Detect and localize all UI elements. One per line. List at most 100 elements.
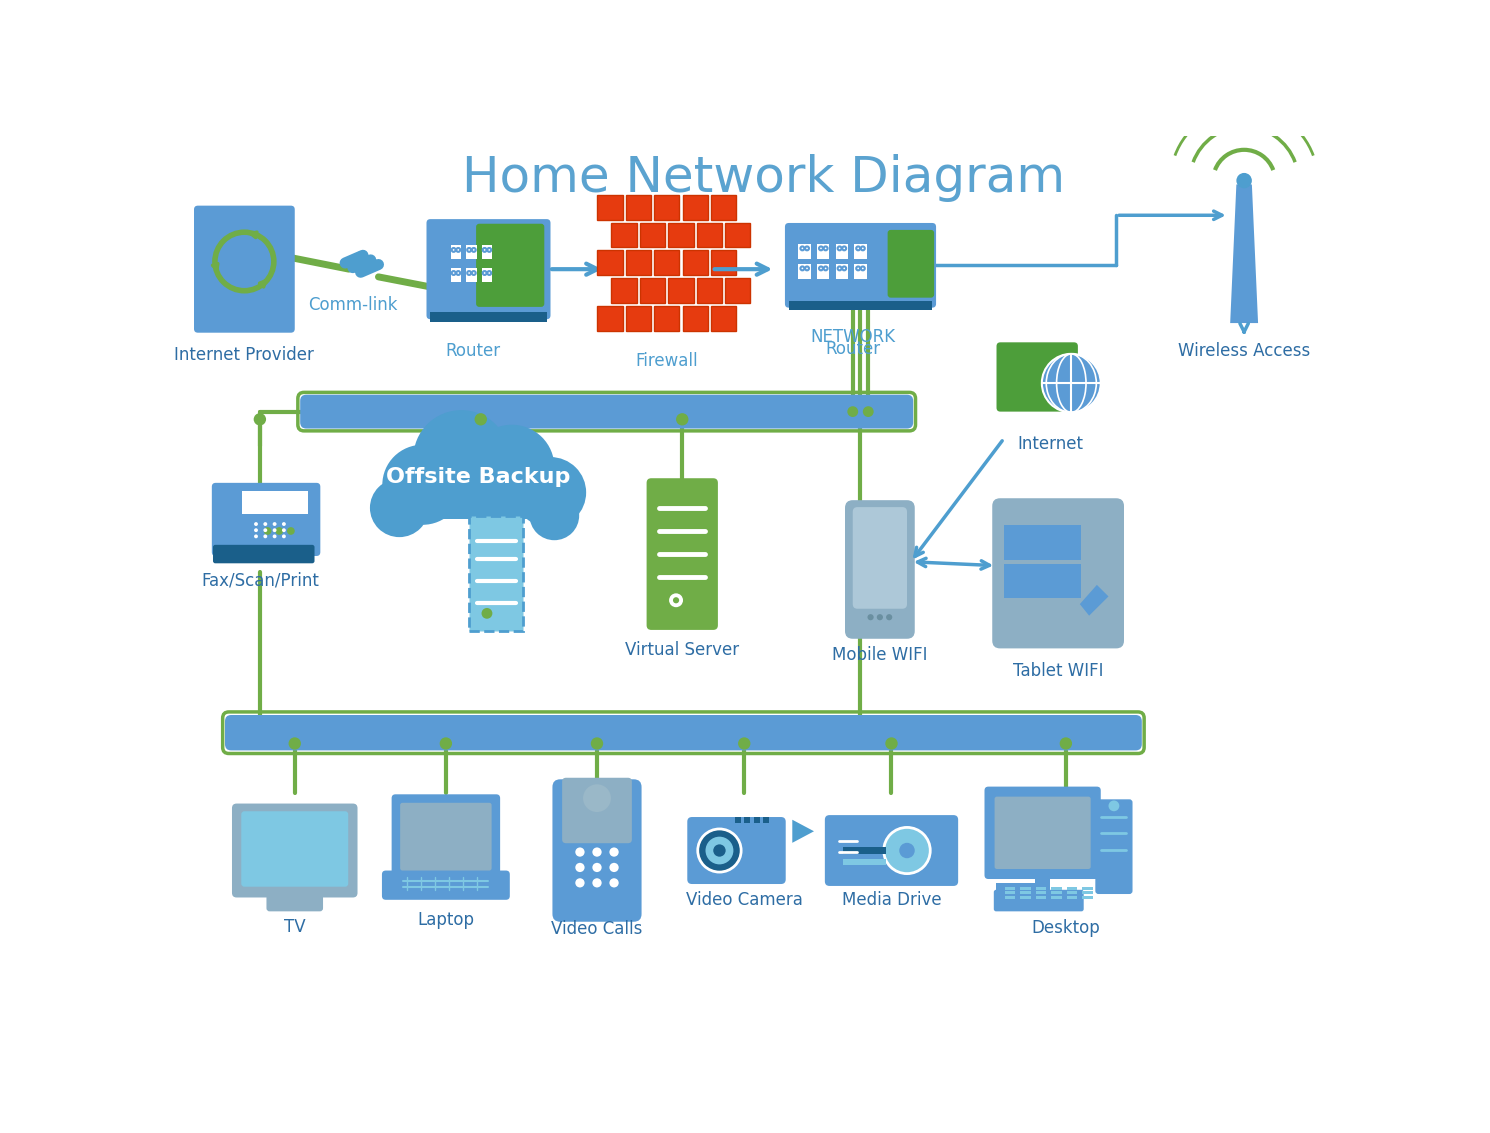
Bar — [854, 264, 867, 279]
Bar — [817, 244, 830, 259]
FancyBboxPatch shape — [647, 478, 718, 630]
Circle shape — [370, 478, 429, 537]
Bar — [817, 264, 830, 279]
Circle shape — [282, 522, 286, 526]
Bar — [1036, 892, 1046, 894]
Text: Firewall: Firewall — [635, 351, 697, 369]
FancyBboxPatch shape — [381, 870, 510, 900]
Bar — [735, 817, 741, 823]
FancyBboxPatch shape — [985, 786, 1101, 879]
Circle shape — [714, 844, 726, 857]
Polygon shape — [1231, 185, 1258, 323]
FancyBboxPatch shape — [426, 219, 550, 320]
Circle shape — [273, 528, 277, 533]
Circle shape — [264, 527, 271, 535]
Bar — [744, 817, 751, 823]
Polygon shape — [793, 819, 814, 843]
Bar — [1050, 887, 1062, 889]
Circle shape — [1109, 801, 1119, 811]
Circle shape — [255, 522, 258, 526]
Circle shape — [867, 614, 873, 620]
Circle shape — [848, 407, 858, 417]
Circle shape — [575, 847, 584, 857]
FancyBboxPatch shape — [212, 483, 320, 556]
Bar — [1036, 887, 1046, 889]
Bar — [1004, 564, 1043, 598]
Circle shape — [1237, 173, 1252, 188]
Bar — [836, 244, 848, 259]
Circle shape — [1059, 738, 1073, 750]
Circle shape — [583, 784, 611, 812]
FancyBboxPatch shape — [562, 777, 632, 843]
Circle shape — [383, 445, 463, 525]
Text: Home Network Diagram: Home Network Diagram — [462, 154, 1065, 202]
FancyBboxPatch shape — [711, 195, 736, 220]
Circle shape — [516, 457, 586, 528]
Text: Fax/Scan/Print: Fax/Scan/Print — [201, 572, 319, 590]
FancyBboxPatch shape — [194, 206, 295, 333]
Bar — [763, 817, 769, 823]
FancyBboxPatch shape — [597, 250, 623, 275]
FancyBboxPatch shape — [553, 780, 642, 922]
FancyBboxPatch shape — [682, 306, 708, 331]
FancyBboxPatch shape — [785, 223, 936, 308]
Text: Wireless Access: Wireless Access — [1179, 342, 1310, 360]
Circle shape — [255, 528, 258, 533]
Bar — [843, 859, 885, 866]
FancyBboxPatch shape — [711, 306, 736, 331]
FancyBboxPatch shape — [611, 279, 636, 304]
FancyBboxPatch shape — [682, 250, 708, 275]
Circle shape — [481, 608, 492, 619]
Text: Offsite Backup: Offsite Backup — [386, 467, 571, 487]
Circle shape — [575, 863, 584, 872]
Circle shape — [264, 535, 267, 538]
Circle shape — [676, 414, 688, 426]
FancyBboxPatch shape — [741, 818, 778, 840]
FancyBboxPatch shape — [626, 195, 651, 220]
FancyBboxPatch shape — [697, 222, 723, 247]
Circle shape — [282, 528, 286, 533]
FancyBboxPatch shape — [726, 279, 751, 304]
Bar — [1004, 526, 1043, 560]
FancyBboxPatch shape — [267, 894, 323, 911]
Circle shape — [876, 614, 884, 620]
FancyBboxPatch shape — [852, 508, 907, 608]
Bar — [1036, 896, 1046, 898]
Bar — [788, 300, 933, 310]
Bar — [466, 269, 477, 282]
Bar — [1004, 892, 1016, 894]
Circle shape — [887, 614, 893, 620]
FancyBboxPatch shape — [1095, 799, 1132, 894]
Bar — [624, 221, 709, 333]
Text: Internet: Internet — [1018, 435, 1083, 453]
Circle shape — [529, 491, 580, 540]
FancyBboxPatch shape — [597, 195, 623, 220]
Circle shape — [575, 878, 584, 887]
Text: Video Camera: Video Camera — [685, 891, 803, 909]
Bar — [450, 269, 462, 282]
Bar — [1043, 526, 1082, 560]
FancyBboxPatch shape — [994, 889, 1083, 911]
Circle shape — [273, 535, 277, 538]
FancyBboxPatch shape — [213, 545, 314, 563]
Circle shape — [282, 535, 286, 538]
Circle shape — [609, 847, 618, 857]
Circle shape — [697, 829, 741, 872]
Text: Laptop: Laptop — [417, 911, 474, 929]
Text: Video Calls: Video Calls — [551, 920, 642, 938]
Circle shape — [738, 738, 751, 750]
FancyBboxPatch shape — [654, 250, 679, 275]
Bar — [843, 846, 885, 854]
Text: Virtual Server: Virtual Server — [626, 641, 739, 659]
Bar — [481, 246, 492, 259]
FancyBboxPatch shape — [845, 500, 915, 639]
Bar — [450, 246, 462, 259]
Circle shape — [705, 836, 733, 864]
Bar — [1021, 896, 1031, 898]
Circle shape — [885, 738, 897, 750]
FancyBboxPatch shape — [669, 222, 694, 247]
FancyBboxPatch shape — [697, 279, 723, 304]
Circle shape — [413, 410, 510, 505]
Circle shape — [1042, 353, 1101, 412]
Text: Comm-link: Comm-link — [308, 296, 398, 314]
